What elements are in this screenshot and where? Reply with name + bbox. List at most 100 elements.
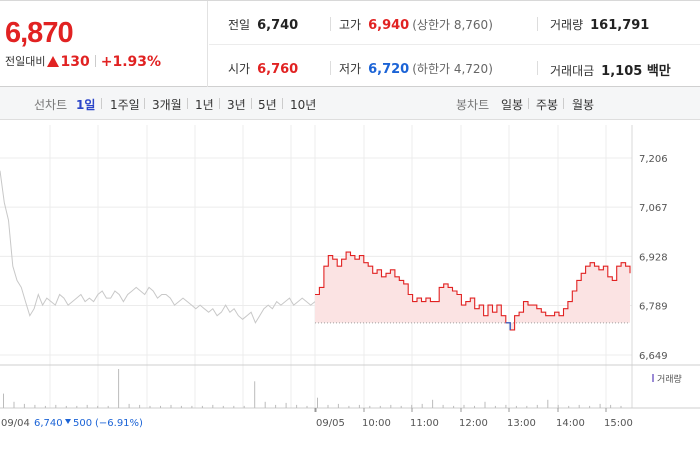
change-amount: 130 <box>60 54 90 70</box>
volume-bar <box>160 405 161 408</box>
price-box: 6,870 전일대비 130 +1.93% <box>0 1 208 87</box>
volume-bar <box>379 405 381 408</box>
x-tick-label: 15:00 <box>604 418 633 429</box>
volume-bar <box>421 403 423 408</box>
today-price-line <box>315 251 631 331</box>
low-label: 저가 <box>339 62 362 76</box>
volume-bar <box>86 404 88 408</box>
x-tick-label: 11:00 <box>410 418 439 429</box>
tab-divider <box>101 98 102 109</box>
volume-bar <box>191 405 193 408</box>
volume-bar <box>118 369 120 408</box>
open-label: 시가 <box>228 62 251 76</box>
up-triangle-icon <box>47 56 60 67</box>
footer-date: 09/04 <box>1 418 30 429</box>
volume-bar <box>296 404 298 408</box>
upper-limit: (상한가 8,760) <box>412 18 493 32</box>
change-percent: +1.93% <box>100 54 162 70</box>
tab-divider <box>563 98 564 109</box>
trade-value-value: 1,105 백만 <box>601 64 671 79</box>
period-tabs: 선차트 1일 1주일 3개월 1년 3년 5년 10년 봉차트 일봉 주봉 월봉 <box>0 87 700 120</box>
volume-bar <box>44 405 46 408</box>
volume-bar <box>620 405 622 408</box>
tab-1w[interactable]: 1주일 <box>110 98 140 112</box>
high-value: 6,940 <box>368 18 410 33</box>
volume-bar <box>432 399 434 408</box>
down-triangle-icon <box>65 419 71 424</box>
volume-bar <box>390 404 392 408</box>
lower-limit: (하한가 4,720) <box>412 62 493 76</box>
volume-bar <box>254 381 256 408</box>
volume-bar <box>599 403 601 408</box>
volume-bar <box>589 405 591 408</box>
tab-3y[interactable]: 3년 <box>227 98 246 112</box>
row-divider <box>209 44 700 45</box>
volume: 거래량 161,791 <box>550 16 649 33</box>
divider <box>537 61 538 75</box>
volume-bar <box>275 404 277 408</box>
x-tick-label: 14:00 <box>556 418 585 429</box>
volume-bar <box>453 405 455 408</box>
open-price: 시가 6,760 <box>228 60 298 77</box>
footer-change: 500 <box>73 418 92 429</box>
tab-divider <box>187 98 188 109</box>
volume-bar <box>222 405 224 408</box>
tab-divider <box>528 98 529 109</box>
open-value: 6,760 <box>257 62 299 77</box>
y-tick-label: 7,206 <box>639 154 668 165</box>
volume-bar <box>463 404 465 408</box>
volume-bar <box>442 404 444 408</box>
volume-bar <box>317 397 318 408</box>
x-tick-label: 12:00 <box>459 418 488 429</box>
tab-1d[interactable]: 1일 <box>76 98 96 112</box>
volume-bar <box>264 401 266 408</box>
y-tick-label: 7,067 <box>639 203 668 214</box>
volume-bar <box>243 405 245 408</box>
volume-bar <box>568 405 570 408</box>
volume-bar <box>610 404 612 408</box>
volume-bar <box>128 403 130 408</box>
low-value: 6,720 <box>368 62 410 77</box>
price-chart[interactable]: 7,206 7,067 6,928 6,789 6,649 09/05 10:00 11:0… <box>0 120 700 450</box>
price-lines <box>0 170 631 331</box>
tab-10y[interactable]: 10년 <box>290 98 317 112</box>
volume-bar <box>139 404 141 408</box>
volume-bar <box>358 404 360 408</box>
tab-weekly-candle[interactable]: 주봉 <box>536 98 559 112</box>
prev-close-value: 6,740 <box>257 18 299 33</box>
volume-value: 161,791 <box>590 18 650 33</box>
volume-bar <box>474 405 475 408</box>
tab-daily-candle[interactable]: 일봉 <box>501 98 524 112</box>
candle-chart-label: 봉차트 <box>456 98 490 112</box>
divider <box>537 17 538 31</box>
current-price: 6,870 <box>5 17 74 49</box>
low-price: 저가 6,720 (하한가 4,720) <box>339 60 493 77</box>
volume-bar <box>212 404 214 408</box>
tab-5y[interactable]: 5년 <box>258 98 277 112</box>
volume-label: 거래량 <box>550 18 584 32</box>
volume-bar <box>201 405 203 408</box>
legend-label: 거래량 <box>657 373 682 385</box>
volume-bar <box>285 402 287 408</box>
volume-bar <box>34 404 36 408</box>
tab-monthly-candle[interactable]: 월봉 <box>572 98 595 112</box>
change-row: 전일대비 130 +1.93% <box>5 53 161 70</box>
volume-bar <box>13 401 15 408</box>
x-tick-label: 13:00 <box>507 418 536 429</box>
volume-bar <box>547 399 549 408</box>
footer-change-pct: (−6.91%) <box>95 418 143 429</box>
today-area-fill <box>315 252 630 330</box>
volume-bar <box>170 404 172 408</box>
tab-1y[interactable]: 1년 <box>195 98 214 112</box>
y-tick-label: 6,789 <box>639 301 668 312</box>
volume-bar <box>327 404 329 408</box>
prev-day-price-line <box>0 170 316 324</box>
footer-close: 6,740 <box>34 418 63 429</box>
volume-bar <box>369 405 371 408</box>
prev-close: 전일 6,740 <box>228 16 298 33</box>
tab-divider <box>219 98 220 109</box>
volume-bar <box>411 404 413 408</box>
trade-value: 거래대금 1,105 백만 <box>550 60 671 79</box>
tab-3m[interactable]: 3개월 <box>152 98 182 112</box>
volume-bar <box>97 405 99 408</box>
